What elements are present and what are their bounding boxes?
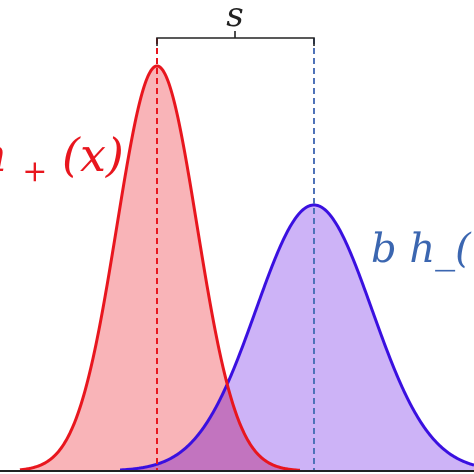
positive-distribution-fill bbox=[20, 66, 300, 471]
separation-label: s bbox=[226, 0, 243, 35]
positive-curve-argument: (x) bbox=[62, 128, 124, 182]
positive-curve-subscript: + bbox=[22, 154, 47, 189]
negative-distribution-fill bbox=[120, 205, 474, 471]
negative-curve-label: b h_( bbox=[371, 226, 472, 272]
positive-curve-label: h + (x) bbox=[0, 128, 124, 192]
positive-curve-symbol: h bbox=[0, 128, 8, 182]
negative-distribution-curve bbox=[120, 203, 474, 472]
positive-distribution-curve bbox=[19, 64, 300, 472]
separation-bracket bbox=[156, 31, 315, 46]
